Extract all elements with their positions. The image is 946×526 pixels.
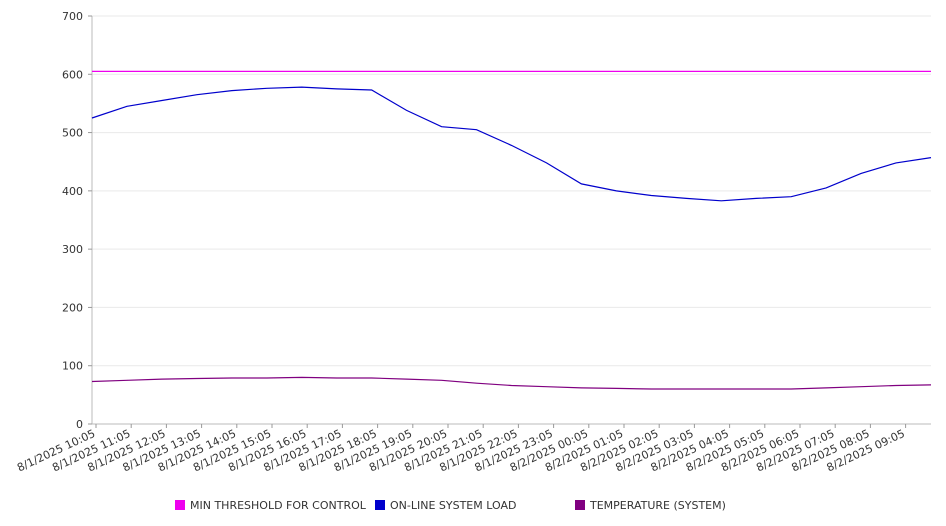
y-tick-label: 500 [62,127,83,140]
legend-swatch [375,500,385,510]
legend-label: TEMPERATURE (SYSTEM) [589,499,726,512]
legend-label: MIN THRESHOLD FOR CONTROL [190,499,367,512]
legend-swatch [575,500,585,510]
series-lines [91,70,932,390]
gridlines [92,15,931,425]
x-axis-ticks: 8/1/2025 10:058/1/2025 11:058/1/2025 12:… [15,424,907,474]
y-tick-label: 0 [76,418,83,431]
series-line-on-line-system-load [91,86,932,202]
legend-swatch [175,500,185,510]
y-tick-label: 100 [62,360,83,373]
y-axis-ticks: 0 100 200 300 400 500 600 700 [62,10,92,431]
series-line-temperature-system [91,376,932,390]
legend: MIN THRESHOLD FOR CONTROL ON-LINE SYSTEM … [175,499,726,512]
y-tick-label: 300 [62,243,83,256]
y-tick-label: 400 [62,185,83,198]
y-tick-label: 200 [62,301,83,314]
legend-label: ON-LINE SYSTEM LOAD [390,499,516,512]
y-tick-label: 600 [62,68,83,81]
y-tick-label: 700 [62,10,83,23]
axes [91,16,931,425]
